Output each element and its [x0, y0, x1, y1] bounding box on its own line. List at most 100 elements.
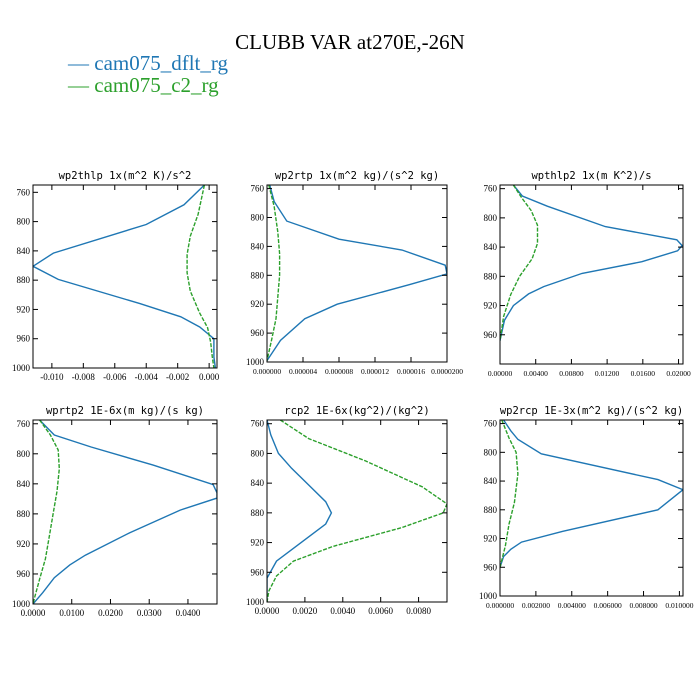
- x-tick-label: 0.01600: [631, 369, 656, 378]
- x-tick-label: 0.000004: [289, 367, 317, 376]
- x-tick-label: 0.0100: [59, 608, 84, 618]
- y-tick-label: 800: [17, 449, 31, 459]
- chart-panel-3: wpthlp2 1x(m K^2)/s 760 800 840 880 920 960 0.0…: [484, 170, 691, 378]
- y-tick-label: 960: [484, 330, 498, 340]
- x-tick-label: 0.002000: [522, 601, 550, 610]
- x-tick-label: -0.004: [135, 372, 159, 382]
- y-tick-label: 960: [484, 562, 498, 572]
- y-tick-label: 840: [251, 478, 265, 488]
- x-tick-label: 0.0000: [255, 606, 280, 616]
- x-tick-label: 0.02000: [666, 369, 691, 378]
- x-tick-label: 0.0000200: [431, 367, 463, 376]
- chart-panel-1: wp2thlp 1x(m^2 K)/s^2 760 800 840 880 920 960 1…: [12, 170, 220, 382]
- y-tick-label: 920: [484, 534, 498, 544]
- y-tick-label: 800: [484, 213, 498, 223]
- x-tick-label: -0.010: [40, 372, 64, 382]
- panel-title: wprtp2 1E-6x(m kg)/(s kg): [46, 405, 204, 417]
- y-tick-label: 840: [251, 241, 265, 251]
- panel-title: wp2rtp 1x(m^2 kg)/(s^2 kg): [275, 170, 439, 182]
- x-tick-label: 0.0020: [293, 606, 318, 616]
- x-tick-label: 0.0400: [176, 608, 201, 618]
- y-tick-label: 840: [17, 246, 31, 256]
- x-tick-label: 0.000000: [486, 601, 514, 610]
- y-tick-label: 960: [17, 334, 31, 344]
- x-tick-label: -0.002: [166, 372, 189, 382]
- plot-frame: [32, 419, 218, 605]
- x-tick-label: 0.010000: [665, 601, 693, 610]
- y-tick-label: 960: [251, 328, 265, 338]
- x-tick-label: 0.0040: [330, 606, 355, 616]
- y-tick-label: 880: [17, 275, 31, 285]
- plot-frame: [499, 419, 684, 597]
- x-tick-label: 0.006000: [594, 601, 622, 610]
- series-line-cam075_c2_rg: [186, 185, 215, 368]
- series-line-cam075_dflt_rg: [500, 185, 683, 341]
- series-line-cam075_dflt_rg: [33, 420, 217, 604]
- x-tick-label: 0.0080: [406, 606, 431, 616]
- y-tick-label: 840: [484, 242, 498, 252]
- plot-frame: [266, 184, 448, 363]
- y-tick-label: 920: [251, 299, 265, 309]
- y-tick-label: 840: [484, 476, 498, 486]
- y-tick-label: 800: [484, 447, 498, 457]
- series-line-cam075_c2_rg: [500, 420, 519, 568]
- panel-title: wp2thlp 1x(m^2 K)/s^2: [59, 170, 192, 182]
- y-tick-label: 760: [251, 419, 265, 429]
- x-tick-label: -0.008: [72, 372, 96, 382]
- x-tick-label: 0.0300: [137, 608, 162, 618]
- plot-frame: [499, 184, 684, 365]
- y-tick-label: 960: [17, 569, 31, 579]
- series-line-cam075_dflt_rg: [500, 420, 683, 568]
- y-tick-label: 960: [251, 567, 265, 577]
- panel-title: rcp2 1E-6x(kg^2)/(kg^2): [284, 405, 429, 417]
- chart-panel-6: wp2rcp 1E-3x(m^2 kg)/(s^2 kg)760 800 840 88…: [479, 405, 694, 610]
- x-tick-label: -0.006: [103, 372, 127, 382]
- y-tick-label: 760: [17, 187, 31, 197]
- y-tick-label: 880: [251, 270, 265, 280]
- x-tick-label: 0.004000: [558, 601, 586, 610]
- x-tick-label: 0.00800: [559, 369, 584, 378]
- plot-frame: [266, 419, 448, 603]
- chart-panel-2: wp2rtp 1x(m^2 kg)/(s^2 kg) 760 800 840 880 92…: [246, 170, 463, 376]
- x-tick-label: 0.01200: [595, 369, 620, 378]
- x-tick-label: 0.0060: [368, 606, 393, 616]
- x-tick-label: 0.000: [199, 372, 220, 382]
- x-tick-label: 0.00000: [488, 369, 513, 378]
- y-tick-label: 840: [17, 479, 31, 489]
- y-tick-label: 920: [251, 538, 265, 548]
- x-tick-label: 0.0200: [98, 608, 123, 618]
- y-tick-label: 920: [17, 539, 31, 549]
- plot-frame: [32, 184, 218, 369]
- y-tick-label: 760: [484, 184, 498, 194]
- x-tick-label: 0.008000: [629, 601, 657, 610]
- y-tick-label: 800: [17, 217, 31, 227]
- y-tick-label: 880: [484, 271, 498, 281]
- y-tick-label: 1000: [479, 591, 498, 601]
- y-tick-label: 1000: [246, 357, 265, 367]
- y-tick-label: 880: [251, 508, 265, 518]
- legend-item-dflt: — cam075_dflt_rg: [68, 51, 229, 75]
- series-line-cam075_c2_rg: [33, 420, 61, 604]
- x-tick-label: 0.00400: [524, 369, 549, 378]
- series-line-cam075_c2_rg: [267, 185, 281, 361]
- chart-title: CLUBB VAR at270E,-26N: [235, 30, 465, 54]
- chart-panel-4: wprtp2 1E-6x(m kg)/(s kg) 760 800 840 880 920…: [12, 405, 218, 618]
- y-tick-label: 800: [251, 448, 265, 458]
- y-tick-label: 880: [484, 505, 498, 515]
- x-tick-label: 0.0000: [21, 608, 46, 618]
- series-line-cam075_dflt_rg: [267, 420, 333, 602]
- x-tick-label: 0.000016: [397, 367, 425, 376]
- y-tick-label: 760: [17, 419, 31, 429]
- y-tick-label: 1000: [12, 363, 31, 373]
- y-tick-label: 760: [484, 419, 498, 429]
- x-tick-label: 0.000000: [253, 367, 281, 376]
- y-tick-label: 880: [17, 509, 31, 519]
- legend-item-c2: — cam075_c2_rg: [68, 73, 219, 97]
- chart-panel-5: rcp2 1E-6x(kg^2)/(kg^2) 760 800 840 880 920 96…: [246, 405, 448, 616]
- series-line-cam075_dflt_rg: [267, 185, 447, 361]
- x-tick-label: 0.000008: [325, 367, 353, 376]
- panel-title: wpthlp2 1x(m K^2)/s: [531, 170, 651, 182]
- y-tick-label: 760: [251, 184, 265, 194]
- y-tick-label: 1000: [246, 597, 265, 607]
